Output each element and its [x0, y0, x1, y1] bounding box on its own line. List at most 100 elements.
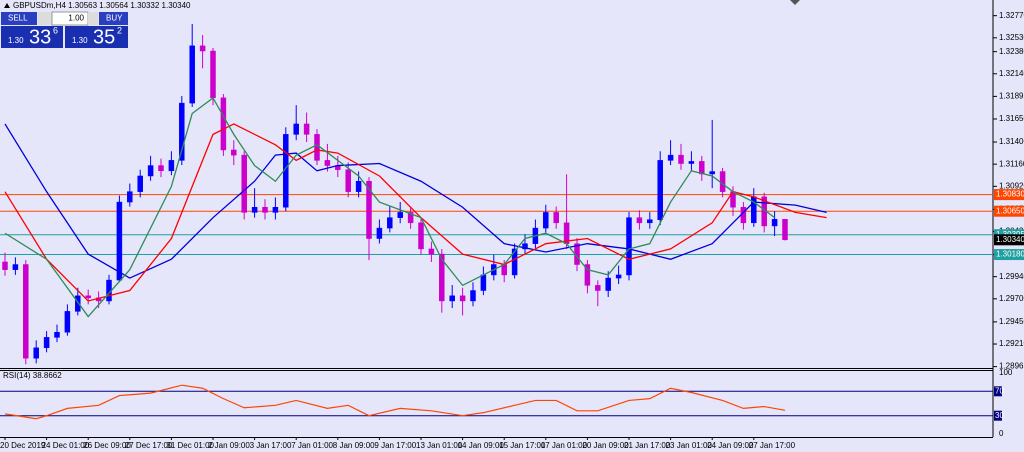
candle-body — [657, 160, 663, 220]
moving-average — [4, 123, 827, 279]
lot-value: 1.00 — [68, 14, 84, 23]
rsi-tick-label: 100 — [999, 368, 1013, 377]
shift-marker — [790, 0, 800, 5]
rsi-tick-label: 0 — [999, 429, 1004, 438]
candle-body — [210, 50, 216, 99]
x-tick-label: 24 Jan 09:00 — [707, 441, 754, 450]
candle-body — [303, 123, 310, 135]
ask-box[interactable] — [65, 26, 128, 48]
y-tick-label: 1.29700 — [999, 294, 1024, 303]
candle-body — [647, 219, 653, 224]
x-tick-label: 24 Dec 01:00 — [42, 441, 90, 450]
candle-body — [168, 160, 175, 172]
x-tick-label: 31 Dec 01:00 — [166, 441, 214, 450]
y-tick-label: 1.32530 — [999, 33, 1024, 42]
buy-button[interactable] — [99, 12, 128, 25]
x-tick-label: 7 Jan 01:00 — [291, 441, 333, 450]
candle-body — [272, 206, 279, 213]
candle-body — [584, 264, 591, 286]
candle-body — [262, 206, 268, 213]
candle-body — [54, 331, 60, 338]
x-tick-label: 14 Jan 09:00 — [458, 441, 505, 450]
chart-title: GBPUSDm,H4 1.30563 1.30564 1.30332 1.303… — [13, 1, 191, 10]
level-label: 1.30830 — [996, 190, 1024, 199]
candle-body — [511, 248, 518, 276]
bid-pips: 33 — [29, 26, 51, 48]
candle-body — [231, 149, 237, 156]
candle-body — [12, 264, 19, 270]
candle-body — [407, 212, 414, 224]
y-tick-label: 1.28965 — [999, 362, 1024, 371]
last-price-box — [994, 234, 1024, 246]
bid-box[interactable] — [1, 26, 63, 48]
lot-up[interactable] — [88, 12, 98, 25]
sell-label: SELL — [8, 14, 28, 23]
candle-body — [158, 165, 164, 172]
candle-body — [64, 311, 71, 333]
candle-body — [189, 45, 195, 104]
candle-body — [324, 160, 331, 166]
level-box — [994, 189, 1024, 201]
level-box — [994, 205, 1024, 217]
x-tick-label: 27 Dec 17:00 — [125, 441, 173, 450]
candle-body — [771, 218, 778, 227]
y-tick-label: 1.32380 — [999, 47, 1024, 56]
candle-body — [147, 165, 154, 177]
candle-body — [314, 134, 320, 161]
candle-body — [220, 97, 227, 151]
y-tick-label: 1.29210 — [999, 339, 1024, 348]
candle-body — [605, 277, 611, 291]
candle-body — [626, 217, 632, 276]
candle-body — [709, 171, 715, 175]
sell-button[interactable] — [1, 12, 37, 25]
candle-body — [293, 123, 299, 135]
y-tick-label: 1.32770 — [999, 11, 1024, 20]
candle-body — [428, 248, 435, 255]
y-tick-label: 1.29940 — [999, 272, 1024, 281]
y-tick-label: 1.31400 — [999, 137, 1024, 146]
level-label: 1.30180 — [996, 250, 1024, 259]
candle-body — [2, 261, 8, 270]
candle-body — [470, 290, 476, 302]
candle-body — [688, 161, 695, 164]
candle-body — [387, 217, 393, 229]
candle-body — [345, 169, 351, 192]
last-price-label: 1.30340 — [996, 235, 1024, 244]
y-tick-label: 1.31650 — [999, 114, 1024, 123]
x-tick-label: 27 Jan 17:00 — [749, 441, 796, 450]
candle-body — [553, 212, 559, 224]
ask-frac: 2 — [117, 25, 122, 35]
collapse-icon[interactable] — [4, 3, 10, 8]
candle-body — [251, 206, 258, 213]
y-tick-label: 1.31160 — [999, 159, 1024, 168]
candle-body — [85, 295, 91, 299]
candle-body — [366, 180, 372, 239]
candle-body — [782, 218, 788, 241]
candle-body — [376, 227, 383, 239]
level-box — [994, 249, 1024, 261]
ask-pips: 35 — [93, 26, 115, 48]
lot-down[interactable] — [38, 12, 52, 25]
moving-average — [4, 123, 827, 302]
candle-body — [459, 295, 466, 302]
candle-body — [116, 201, 123, 281]
y-tick-label: 1.31895 — [999, 91, 1024, 100]
candle-body — [355, 180, 362, 192]
rsi-title: RSI(14) 38.8662 — [3, 371, 62, 380]
rsi-level-label: 30 — [995, 411, 1004, 420]
candle-body — [522, 243, 528, 250]
rsi-level-box — [994, 386, 1002, 397]
x-tick-label: 26 Dec 09:00 — [83, 441, 131, 450]
moving-average — [4, 96, 775, 318]
x-tick-label: 17 Jan 01:00 — [541, 441, 588, 450]
candle-body — [397, 212, 403, 218]
x-tick-label: 3 Jan 17:00 — [250, 441, 292, 450]
candle-body — [241, 154, 247, 213]
x-tick-label: 20 Jan 09:00 — [582, 441, 629, 450]
candle-body — [127, 191, 133, 203]
candle-body — [667, 154, 674, 161]
candle-body — [595, 285, 601, 291]
x-tick-label: 8 Jan 09:00 — [333, 441, 375, 450]
